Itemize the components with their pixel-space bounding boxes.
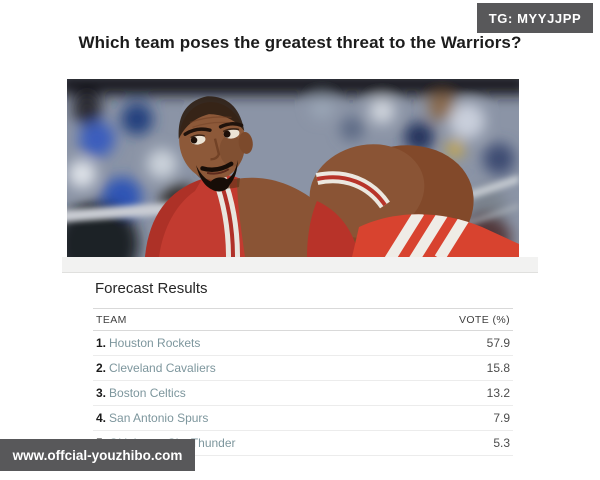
table-row: 3. Boston Celtics 13.2	[93, 380, 513, 406]
forecast-results-heading: Forecast Results	[95, 280, 208, 297]
player-photo-illustration	[67, 79, 519, 257]
forecast-results-table: TEAM VOTE (%) 1. Houston Rockets 57.9 2. C…	[93, 308, 513, 456]
team-rank: 2.	[96, 361, 107, 375]
player-photo	[67, 79, 519, 257]
table-row: 4. San Antonio Spurs 7.9	[93, 405, 513, 431]
team-rank: 3.	[96, 386, 107, 400]
vote-value: 7.9	[394, 405, 513, 431]
photo-caption-strip	[62, 257, 538, 273]
table-header-row: TEAM VOTE (%)	[93, 308, 513, 331]
vote-value: 15.8	[394, 355, 513, 381]
team-rank: 1.	[96, 336, 107, 350]
vote-column-header: VOTE (%)	[394, 308, 513, 331]
vote-value: 13.2	[394, 380, 513, 406]
team-link-houston-rockets[interactable]: Houston Rockets	[109, 336, 201, 350]
vote-value: 57.9	[394, 330, 513, 356]
team-link-san-antonio-spurs[interactable]: San Antonio Spurs	[109, 411, 209, 425]
watermark: www.offcial-youzhibo.com	[0, 439, 195, 471]
player	[145, 96, 519, 257]
tg-badge: TG: MYYJJPP	[477, 3, 593, 33]
team-link-cleveland-cavaliers[interactable]: Cleveland Cavaliers	[109, 361, 216, 375]
table-row: 1. Houston Rockets 57.9	[93, 330, 513, 356]
team-link-boston-celtics[interactable]: Boston Celtics	[109, 386, 186, 400]
player-head	[178, 96, 253, 192]
page-title: Which team poses the greatest threat to …	[78, 33, 522, 52]
vote-value: 5.3	[394, 430, 513, 456]
table-row: 2. Cleveland Cavaliers 15.8	[93, 355, 513, 381]
team-column-header: TEAM	[93, 308, 395, 331]
team-rank: 4.	[96, 411, 107, 425]
